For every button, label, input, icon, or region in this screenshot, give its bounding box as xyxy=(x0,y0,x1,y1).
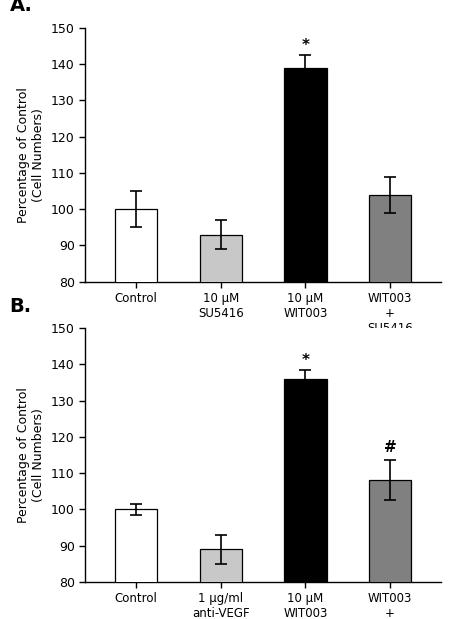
Bar xyxy=(115,509,157,619)
Text: #: # xyxy=(383,440,396,455)
Bar xyxy=(200,235,242,572)
Text: *: * xyxy=(301,353,310,368)
Text: *: * xyxy=(301,38,310,53)
Text: B.: B. xyxy=(9,297,32,316)
Y-axis label: Percentage of Control
(Cell Numbers): Percentage of Control (Cell Numbers) xyxy=(18,87,46,223)
Bar xyxy=(369,194,411,572)
Text: A.: A. xyxy=(9,0,32,15)
Bar xyxy=(284,379,327,619)
Bar xyxy=(115,209,157,572)
Bar xyxy=(200,549,242,619)
Y-axis label: Percentage of Control
(Cell Numbers): Percentage of Control (Cell Numbers) xyxy=(18,387,46,523)
Bar xyxy=(284,67,327,572)
Bar xyxy=(369,480,411,619)
